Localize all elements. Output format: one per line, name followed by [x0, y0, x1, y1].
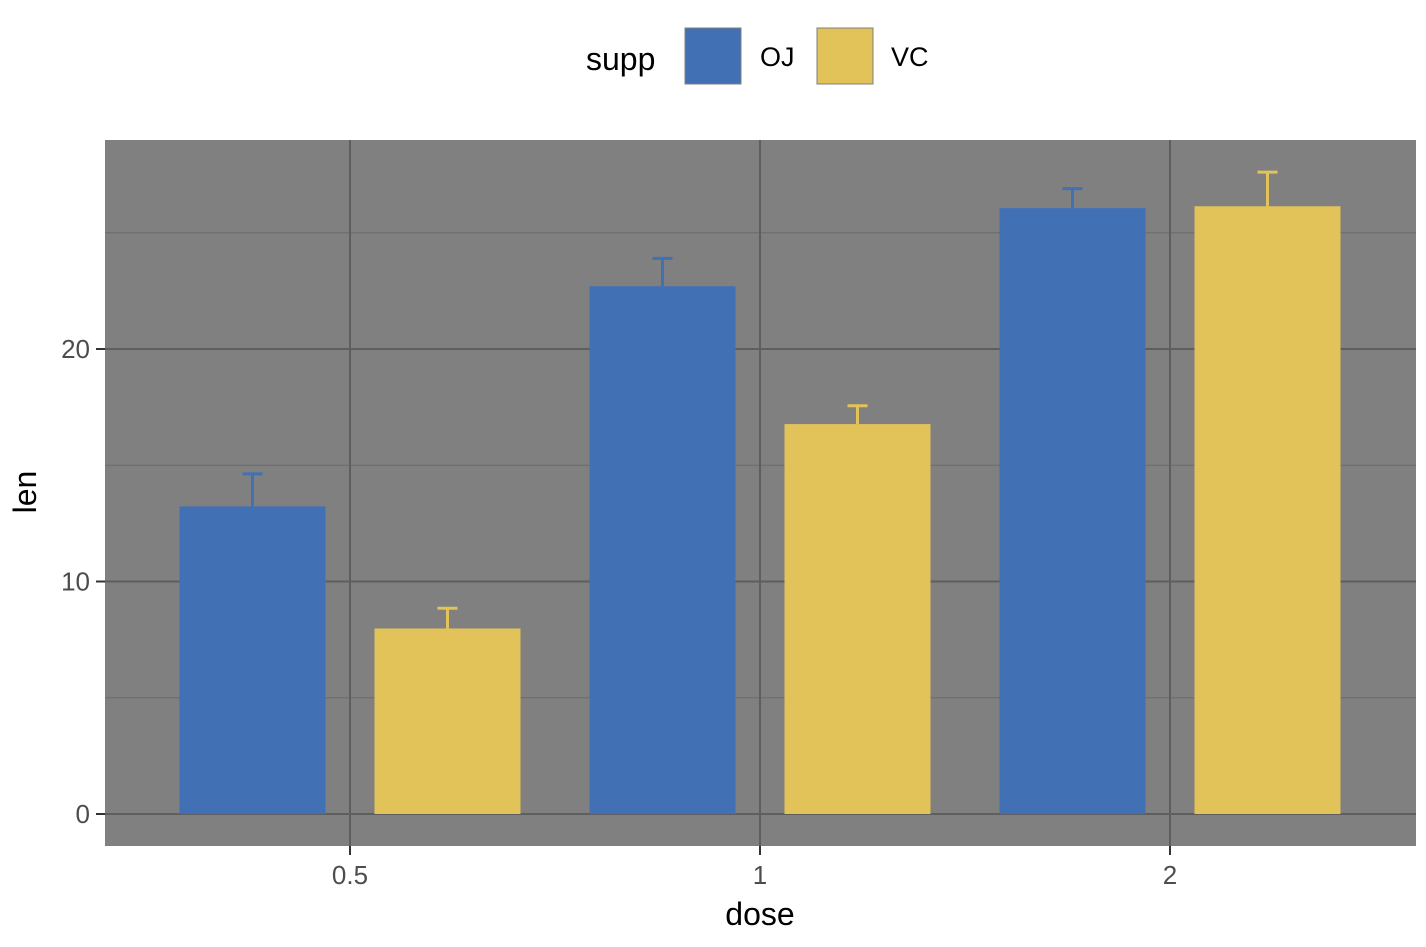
x-tick-label: 2: [1163, 860, 1177, 890]
x-tick-label: 0.5: [332, 860, 368, 890]
bar-vc-1: [784, 424, 931, 814]
bar-oj-2: [999, 208, 1146, 815]
error-bar-oj-2: [1062, 187, 1083, 209]
legend-label-oj: OJ: [760, 42, 795, 72]
legend-item-oj: OJ: [684, 27, 795, 85]
error-bars: [242, 170, 1278, 629]
error-bar-oj-0.5: [242, 472, 263, 507]
y-tick-label: 20: [61, 334, 90, 364]
error-bar-vc-1: [847, 404, 868, 425]
legend-key-vc: [816, 27, 874, 85]
bar-vc-0.5: [374, 628, 521, 814]
error-bar-vc-2: [1257, 170, 1278, 207]
legend-items: OJ VC: [684, 27, 929, 85]
legend-label-vc: VC: [891, 42, 929, 72]
x-axis-label: dose: [725, 896, 794, 932]
bar-vc-2: [1194, 206, 1341, 814]
bar-oj-1: [589, 286, 736, 815]
x-tick-label: 1: [753, 860, 767, 890]
y-tick-label: 0: [76, 799, 90, 829]
legend-title: supp: [586, 41, 655, 77]
legend-key-oj: [684, 27, 742, 85]
legend-item-vc: VC: [816, 27, 929, 85]
bars: [179, 206, 1341, 815]
bar-oj-0.5: [179, 506, 326, 814]
y-axis-label: len: [7, 471, 43, 514]
y-tick-label: 10: [61, 567, 90, 597]
error-bar-vc-0.5: [437, 606, 458, 629]
legend: supp OJ VC: [586, 27, 929, 85]
axes: 0 10 20 0.5 1 2: [61, 334, 1177, 890]
error-bar-oj-1: [652, 256, 673, 287]
